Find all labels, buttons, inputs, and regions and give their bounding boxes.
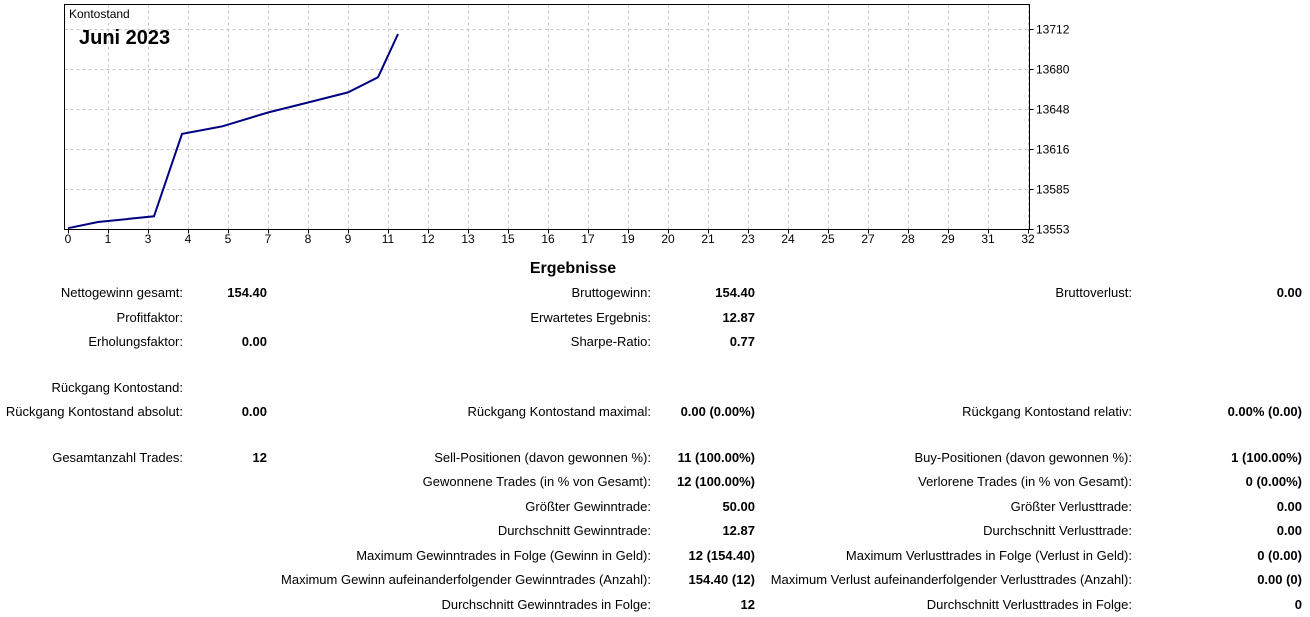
x-tick-label: 27 <box>861 232 875 246</box>
stat-label: Bruttogewinn: <box>571 285 652 300</box>
stat-label: Durchschnitt Verlusttrades in Folge: <box>926 597 1132 612</box>
stat-value: 11 (100.00%) <box>677 450 755 465</box>
stat-value: 1 (100.00%) <box>1231 450 1302 465</box>
chart-month-label: Juni 2023 <box>79 27 170 49</box>
stat-label: Bruttoverlust: <box>1055 285 1132 300</box>
y-tick-label: 13616 <box>1036 143 1070 157</box>
x-tick-label: 8 <box>305 232 312 246</box>
x-tick-label: 32 <box>1021 232 1035 246</box>
stat-value: 0.00 <box>241 404 267 419</box>
x-tick-label: 9 <box>345 232 352 246</box>
x-tick-label: 1 <box>105 232 112 246</box>
y-tick-label: 13648 <box>1036 103 1070 117</box>
stat-label: Rückgang Kontostand maximal: <box>467 404 651 419</box>
x-tick-label: 0 <box>65 232 72 246</box>
x-tick-label: 17 <box>581 232 595 246</box>
stat-value: 0 (0.00) <box>1257 548 1302 563</box>
x-tick-label: 23 <box>741 232 755 246</box>
stat-label: Buy-Positionen (davon gewonnen %): <box>914 450 1132 465</box>
stat-value: 12.87 <box>722 523 755 538</box>
stat-value: 50.00 <box>722 499 755 514</box>
stat-label: Durchschnitt Verlusttrade: <box>983 523 1132 538</box>
stat-label: Sharpe-Ratio: <box>570 334 651 349</box>
balance-line <box>67 33 399 230</box>
stat-value: 0.00 (0) <box>1257 572 1302 587</box>
stat-label: Rückgang Kontostand absolut: <box>5 404 183 419</box>
stat-label: Nettogewinn gesamt: <box>60 285 183 300</box>
chart-plot-area <box>64 4 1030 230</box>
stat-label: Maximum Gewinntrades in Folge (Gewinn in… <box>356 548 651 563</box>
y-tick-label: 13585 <box>1036 183 1070 197</box>
stat-value: 0.00% (0.00) <box>1227 404 1302 419</box>
x-tick-label: 5 <box>225 232 232 246</box>
x-tick-label: 29 <box>941 232 955 246</box>
y-tick-label: 13712 <box>1036 23 1070 37</box>
stat-label: Gewonnene Trades (in % von Gesamt): <box>422 474 651 489</box>
x-tick-label: 21 <box>701 232 715 246</box>
results-title: Ergebnisse <box>529 260 617 277</box>
y-axis-ticks: 13553 13585 13616 13648 13680 13712 <box>1029 23 1070 237</box>
x-tick-label: 31 <box>981 232 995 246</box>
stat-label: Maximum Gewinn aufeinanderfolgender Gewi… <box>281 572 651 587</box>
x-tick-label: 25 <box>821 232 835 246</box>
stat-label: Erholungsfaktor: <box>88 334 183 349</box>
x-tick-label: 20 <box>661 232 675 246</box>
stat-value: 0 (0.00%) <box>1245 474 1302 489</box>
stat-value: 0.00 (0.00%) <box>680 404 755 419</box>
x-tick-label: 28 <box>901 232 915 246</box>
stat-label: Durchschnitt Gewinntrade: <box>497 523 651 538</box>
stat-value: 154.40 <box>715 285 755 300</box>
stat-value: 12 (154.40) <box>688 548 756 563</box>
stat-value: 12.87 <box>722 310 755 325</box>
stat-label: Rückgang Kontostand: <box>51 380 183 395</box>
stat-label: Rückgang Kontostand relativ: <box>962 404 1132 419</box>
stat-value: 12 <box>252 450 267 465</box>
x-tick-label: 3 <box>145 232 152 246</box>
chart-grid <box>64 4 1030 230</box>
x-tick-label: 24 <box>781 232 795 246</box>
stat-value: 154.40 (12) <box>688 572 756 587</box>
stat-label: Verlorene Trades (in % von Gesamt): <box>918 474 1132 489</box>
stat-value: 0.00 <box>241 334 267 349</box>
stat-label: Maximum Verlust aufeinanderfolgender Ver… <box>770 572 1132 587</box>
stat-value: 0.00 <box>1276 523 1302 538</box>
x-tick-label: 16 <box>541 232 555 246</box>
x-tick-label: 7 <box>265 232 272 246</box>
stat-label: Größter Gewinntrade: <box>525 499 651 514</box>
x-tick-label: 19 <box>621 232 635 246</box>
x-axis-ticks: 0 1 3 4 5 7 8 9 11 12 13 15 16 17 19 20 21 23 24 25 27 28 29 31… <box>65 229 1035 246</box>
stat-label: Gesamtanzahl Trades: <box>52 450 183 465</box>
stat-value: 0.00 <box>1276 285 1302 300</box>
stat-label: Erwartetes Ergebnis: <box>530 310 651 325</box>
y-tick-label: 13553 <box>1036 223 1070 237</box>
x-tick-label: 11 <box>382 232 395 246</box>
stat-label: Größter Verlusttrade: <box>1010 499 1132 514</box>
stat-value: 154.40 <box>227 285 267 300</box>
stat-label: Maximum Verlusttrades in Folge (Verlust … <box>845 548 1132 563</box>
x-tick-label: 12 <box>421 232 435 246</box>
x-tick-label: 13 <box>461 232 475 246</box>
stat-label: Profitfaktor: <box>116 310 183 325</box>
stat-label: Durchschnitt Gewinntrades in Folge: <box>441 597 651 612</box>
y-tick-label: 13680 <box>1036 63 1070 77</box>
x-tick-label: 4 <box>185 232 192 246</box>
x-tick-label: 15 <box>501 232 515 246</box>
stat-label: Sell-Positionen (davon gewonnen %): <box>434 450 651 465</box>
stat-value: 12 (100.00%) <box>676 474 755 489</box>
stat-value: 12 <box>740 597 755 612</box>
balance-chart: Kontostand Juni 2023 0 1 3 4 5 7 8 9 11 12 13 15 16 1… <box>64 4 1070 246</box>
chart-title: Kontostand <box>69 7 130 21</box>
stat-value: 0.77 <box>729 334 755 349</box>
stat-value: 0.00 <box>1276 499 1302 514</box>
stat-value: 0 <box>1294 597 1302 612</box>
